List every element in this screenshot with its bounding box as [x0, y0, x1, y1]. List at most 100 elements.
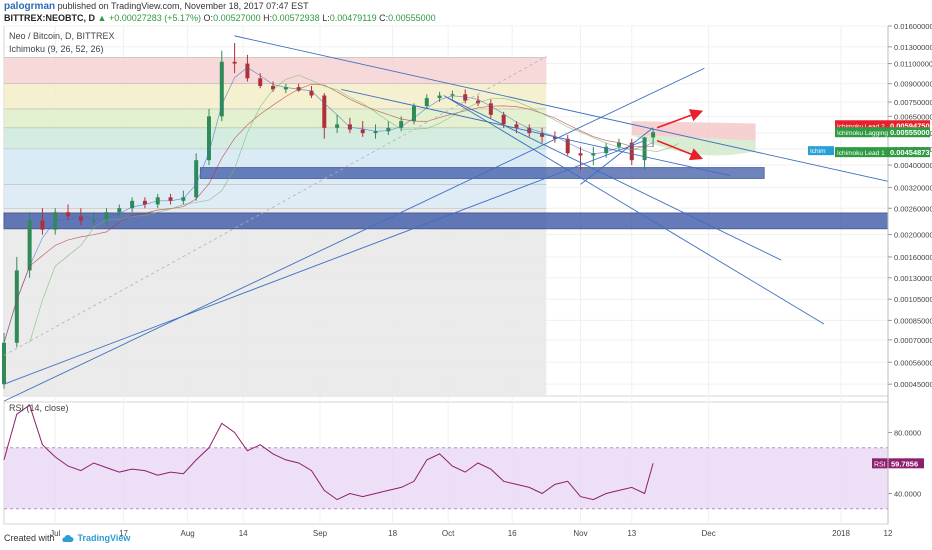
- x-tick-label: 17: [119, 529, 128, 538]
- price-label-name-bg: [835, 127, 888, 138]
- fib-band: [4, 148, 547, 185]
- price-label-name: Ichimoku Lead 1: [837, 150, 885, 157]
- candle-body: [463, 94, 468, 101]
- trendline[interactable]: [234, 35, 889, 182]
- candle-body: [117, 208, 122, 213]
- trendline[interactable]: [443, 95, 825, 325]
- candle[interactable]: [476, 95, 481, 107]
- author-name[interactable]: palogrman: [4, 1, 56, 12]
- x-tick-label: 2018: [832, 529, 850, 538]
- support-zone[interactable]: [199, 167, 765, 179]
- candle[interactable]: [245, 54, 250, 82]
- candle[interactable]: [527, 124, 532, 137]
- candle-body: [540, 133, 545, 137]
- candle[interactable]: [130, 197, 135, 213]
- candle[interactable]: [488, 99, 493, 118]
- close-value: 0.00555000: [388, 13, 436, 23]
- candle[interactable]: [117, 204, 122, 217]
- ichimoku-tag-bg: [808, 146, 834, 156]
- candle[interactable]: [27, 212, 32, 278]
- y-tick-label: 0.00400000: [894, 161, 932, 170]
- candle[interactable]: [437, 91, 442, 102]
- y-tick-label: 0.00085000: [894, 316, 932, 325]
- candle[interactable]: [91, 212, 96, 226]
- rsi-current-label: RSI 59.7856: [872, 458, 924, 469]
- candle-body: [66, 212, 71, 217]
- candle-body: [565, 138, 570, 154]
- candle-body: [424, 98, 429, 107]
- candle-body: [552, 136, 557, 139]
- candle[interactable]: [540, 127, 545, 143]
- x-tick-label: Aug: [181, 529, 195, 538]
- price-label: Ichimoku Lead 1 0.00454873: [835, 147, 930, 158]
- support-zone[interactable]: [3, 212, 889, 230]
- candle-body: [411, 106, 416, 122]
- candle[interactable]: [181, 190, 186, 205]
- candle[interactable]: [194, 153, 199, 201]
- candle-body: [91, 220, 96, 222]
- candle[interactable]: [424, 94, 429, 109]
- publish-line: palogrman published on TradingView.com, …: [4, 1, 309, 12]
- candle[interactable]: [14, 256, 19, 348]
- ohlc-line: BITTREX:NEOBTC, D ▲ +0.00027283 (+5.17%)…: [4, 13, 436, 23]
- candle[interactable]: [309, 85, 314, 99]
- candle[interactable]: [142, 197, 147, 209]
- candle-body: [283, 87, 288, 90]
- candle-body: [194, 160, 199, 198]
- price-label-name-bg: [835, 120, 888, 131]
- candle-body: [219, 61, 224, 117]
- low-label: L:: [322, 13, 330, 23]
- candle[interactable]: [578, 146, 583, 171]
- candle-body: [591, 153, 596, 156]
- candle-body: [501, 114, 506, 125]
- price-label-value-bg: [888, 127, 930, 138]
- candle[interactable]: [386, 121, 391, 135]
- candle[interactable]: [206, 108, 211, 166]
- open-label: O:: [203, 13, 214, 23]
- chart-title: Neo / Bitcoin, D, BITTREX: [9, 31, 115, 41]
- candle-body: [642, 137, 647, 161]
- y-tick-label: 0.00105000: [894, 295, 932, 304]
- candle[interactable]: [335, 114, 340, 134]
- candle-body: [40, 220, 45, 230]
- candle[interactable]: [104, 208, 109, 226]
- trendline[interactable]: [341, 89, 731, 177]
- candle-body: [130, 200, 135, 209]
- candle[interactable]: [642, 136, 647, 171]
- candle[interactable]: [651, 129, 656, 147]
- candle[interactable]: [66, 204, 71, 221]
- rsi-line[interactable]: [3, 404, 654, 501]
- candle[interactable]: [565, 134, 570, 156]
- candle-body: [271, 85, 276, 90]
- candle[interactable]: [629, 138, 634, 166]
- candle-body: [2, 342, 6, 385]
- candle[interactable]: [450, 90, 455, 100]
- candle-body: [604, 146, 609, 154]
- ichimoku-tag: Ichim: [808, 146, 834, 156]
- y-tick-label: 0.00130000: [894, 274, 932, 283]
- trendline[interactable]: [580, 127, 654, 185]
- candle[interactable]: [40, 208, 45, 235]
- publish-info: published on TradingView.com, November 1…: [57, 1, 309, 11]
- candle[interactable]: [616, 138, 621, 152]
- change-value: +0.00027283 (+5.17%): [108, 13, 202, 23]
- candle[interactable]: [283, 83, 288, 94]
- x-tick-label: 16: [508, 529, 517, 538]
- candle[interactable]: [168, 193, 173, 205]
- y-tick-label: 0.01300000: [894, 43, 932, 52]
- y-tick-label: 0.01600000: [894, 22, 932, 31]
- candle-body: [386, 127, 391, 132]
- candle[interactable]: [232, 43, 237, 74]
- y-tick-label: 0.00650000: [894, 112, 932, 121]
- trendline[interactable]: [3, 67, 705, 402]
- candle-body: [578, 153, 583, 156]
- tradingview-brand[interactable]: TradingView: [77, 533, 131, 543]
- candle-body: [450, 94, 455, 96]
- candle[interactable]: [591, 146, 596, 166]
- candle[interactable]: [322, 93, 327, 139]
- candle[interactable]: [219, 50, 224, 122]
- trendline[interactable]: [3, 140, 645, 385]
- candle[interactable]: [463, 89, 468, 104]
